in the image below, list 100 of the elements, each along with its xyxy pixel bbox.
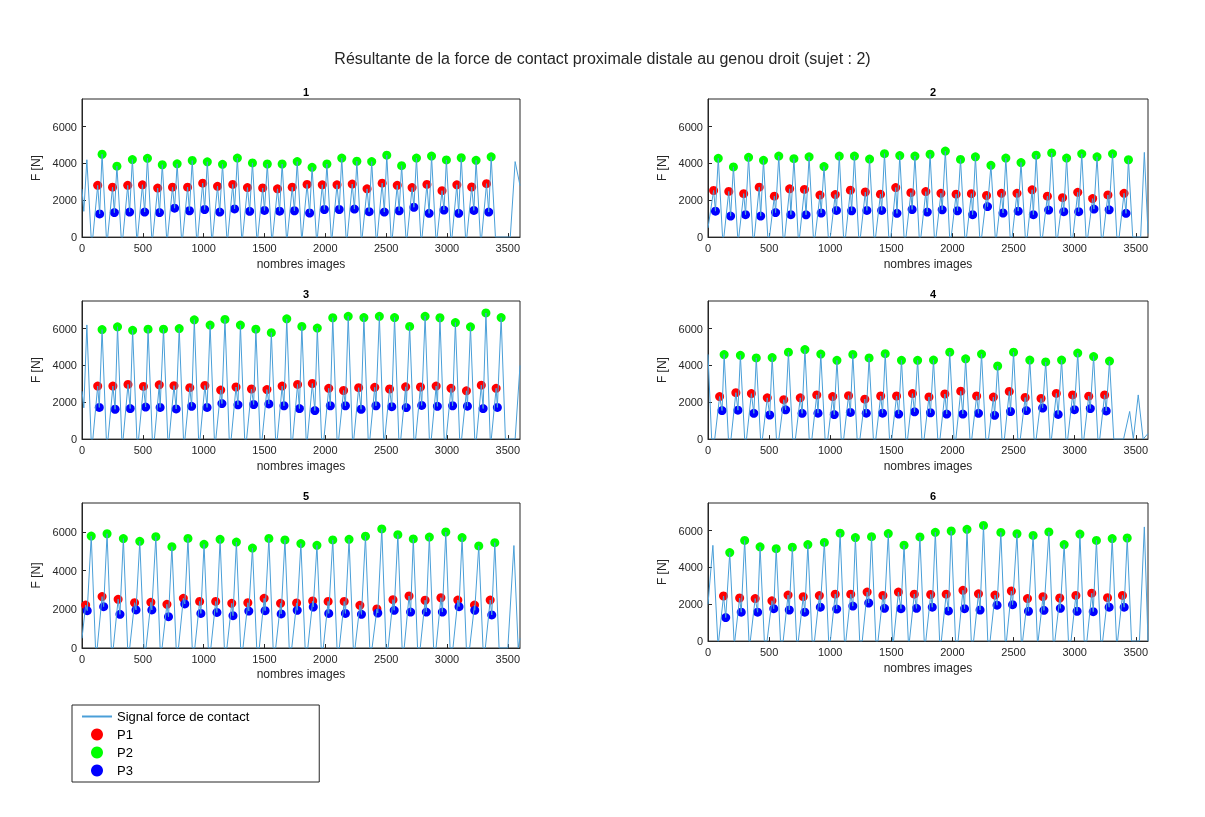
- x-tick-label: 0: [78, 443, 86, 456]
- y-tick-label: 2000: [52, 396, 77, 409]
- y-tick-label: 0: [696, 433, 703, 446]
- legend-label: P1: [117, 727, 133, 742]
- point: [113, 322, 123, 332]
- point: [390, 313, 400, 323]
- x-tick-label: 2500: [1001, 645, 1026, 658]
- point: [961, 354, 971, 364]
- point: [819, 537, 829, 547]
- x-tick-label: 3500: [1123, 241, 1149, 254]
- point: [956, 154, 966, 164]
- point: [930, 527, 940, 537]
- y-axis-title: F [N]: [654, 357, 669, 384]
- x-tick-label: 0: [704, 645, 712, 658]
- y-tick-label: 2000: [678, 194, 703, 207]
- y-tick-label: 2000: [52, 603, 77, 616]
- x-tick-label: 3000: [1062, 645, 1087, 658]
- x-tick-label: 2000: [940, 645, 965, 658]
- point: [896, 355, 906, 365]
- y-tick-label: 6000: [52, 526, 77, 538]
- x-tick-label: 3500: [495, 443, 521, 456]
- chart-title: 3: [302, 287, 310, 300]
- x-tick-label: 500: [759, 645, 779, 658]
- x-tick-label: 1500: [879, 241, 904, 254]
- x-tick-label: 500: [759, 241, 779, 254]
- y-tick-label: 6000: [52, 120, 77, 133]
- y-tick-label: 2000: [52, 194, 77, 207]
- x-tick-label: 0: [704, 443, 712, 456]
- y-tick-label: 4000: [678, 561, 703, 574]
- y-tick-label: 2000: [678, 396, 703, 409]
- y-tick-label: 0: [70, 231, 77, 244]
- y-tick-label: 6000: [678, 322, 703, 335]
- x-tick-label: 2500: [1001, 443, 1026, 456]
- x-tick-label: 3500: [1123, 645, 1149, 658]
- point: [266, 328, 276, 338]
- y-tick-label: 4000: [52, 157, 77, 170]
- chart-title: 1: [302, 85, 310, 98]
- chart-title: 6: [929, 489, 937, 502]
- point: [740, 535, 750, 545]
- x-tick-label: 1000: [817, 241, 843, 254]
- x-tick-label: 500: [759, 443, 779, 456]
- legend-label: P3: [117, 763, 133, 778]
- x-tick-label: 500: [133, 652, 153, 665]
- x-tick-label: 1500: [252, 443, 277, 456]
- x-tick-label: 2000: [313, 443, 338, 456]
- point: [218, 159, 228, 169]
- x-tick-label: 1000: [191, 443, 216, 456]
- point: [465, 322, 475, 332]
- x-tick-label: 1000: [191, 241, 216, 254]
- x-tick-label: 2500: [373, 241, 399, 254]
- y-tick-label: 6000: [52, 322, 77, 335]
- chart-title: 4: [929, 287, 937, 300]
- x-tick-label: 1500: [252, 241, 277, 254]
- y-tick-label: 4000: [678, 359, 703, 372]
- point: [850, 533, 860, 543]
- y-axis-title: F [N]: [28, 357, 43, 384]
- x-axis-title: nombres images: [883, 661, 973, 675]
- x-axis-title: nombres images: [883, 257, 973, 271]
- point: [405, 321, 415, 331]
- point: [1047, 148, 1057, 158]
- y-tick-label: 4000: [52, 564, 77, 577]
- point: [282, 314, 292, 324]
- point: [1123, 155, 1133, 165]
- y-tick-label: 0: [70, 433, 77, 446]
- y-axis-title: F [N]: [654, 155, 669, 182]
- x-axis-title: nombres images: [256, 667, 346, 681]
- point: [913, 355, 923, 365]
- point: [735, 350, 745, 360]
- x-tick-label: 3500: [495, 652, 521, 665]
- x-axis-title: nombres images: [883, 459, 973, 473]
- x-tick-label: 3000: [1062, 241, 1087, 254]
- x-tick-label: 3000: [434, 241, 460, 254]
- legend-label: Signal force de contact: [117, 709, 250, 724]
- x-tick-label: 500: [133, 443, 153, 456]
- x-tick-label: 2500: [373, 652, 399, 665]
- x-tick-label: 2000: [940, 443, 965, 456]
- point: [751, 353, 761, 363]
- x-tick-label: 0: [78, 241, 86, 254]
- text: Résultante de la force de contact proximale distale au genou droit (sujet : 2): [333, 50, 872, 68]
- point: [189, 315, 199, 325]
- x-tick-label: 3500: [1123, 443, 1149, 456]
- x-tick-label: 2000: [313, 241, 338, 254]
- y-tick-label: 0: [696, 635, 703, 648]
- x-axis-title: nombres images: [256, 459, 346, 473]
- x-tick-label: 3500: [495, 241, 521, 254]
- chart-title: 5: [302, 489, 310, 502]
- point: [118, 534, 128, 544]
- y-axis-title: F [N]: [654, 559, 669, 586]
- point: [744, 152, 754, 162]
- point: [374, 311, 384, 321]
- point: [450, 318, 460, 328]
- x-tick-label: 3000: [434, 652, 460, 665]
- y-tick-label: 6000: [678, 524, 703, 537]
- x-tick-label: 0: [78, 652, 86, 665]
- y-axis-title: F [N]: [28, 562, 43, 589]
- y-tick-label: 0: [696, 231, 703, 244]
- y-tick-label: 2000: [678, 598, 703, 611]
- x-tick-label: 2000: [313, 652, 338, 665]
- point: [759, 155, 768, 165]
- legend-label: P2: [117, 745, 133, 760]
